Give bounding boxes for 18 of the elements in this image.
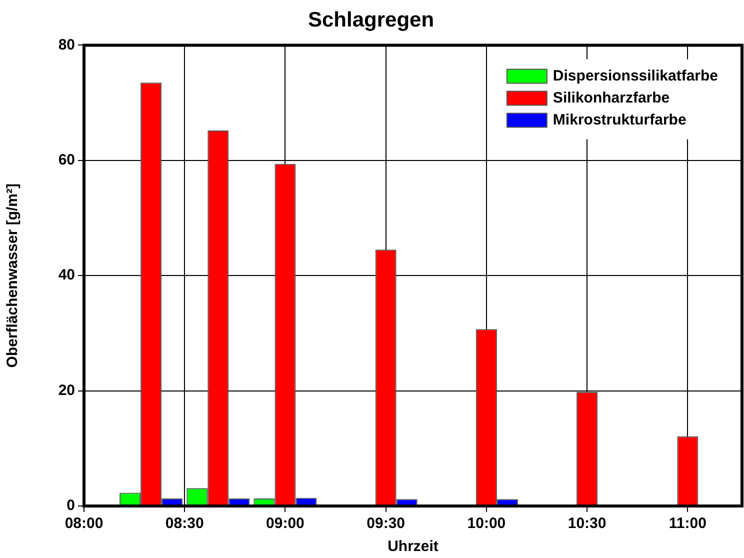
legend-label: Silikonharzfarbe xyxy=(552,89,670,106)
x-tick-label: 10:00 xyxy=(467,515,506,532)
y-tick-label: 0 xyxy=(66,497,75,514)
x-tick-label: 09:00 xyxy=(266,515,304,532)
y-axis-title: Oberflächenwasser [g/m²] xyxy=(4,183,22,368)
chart-title: Schlagregen xyxy=(308,8,434,32)
y-tick-label: 40 xyxy=(58,266,75,284)
x-tick-label: 08:30 xyxy=(165,515,204,532)
x-tick-label: 10:30 xyxy=(568,515,606,532)
x-tick-label: 08:00 xyxy=(64,515,104,532)
y-tick-label: 60 xyxy=(58,152,75,169)
legend-label: Mikrostrukturfarbe xyxy=(552,111,686,128)
x-tick-label: 09:30 xyxy=(366,515,406,532)
x-tick-label: 11:00 xyxy=(668,515,706,532)
x-axis-title: Uhrzeit xyxy=(388,538,438,556)
y-tick-label: 80 xyxy=(58,36,75,54)
y-tick-label: 20 xyxy=(58,382,75,399)
legend-label: Dispersionssilikatfarbe xyxy=(552,67,718,84)
